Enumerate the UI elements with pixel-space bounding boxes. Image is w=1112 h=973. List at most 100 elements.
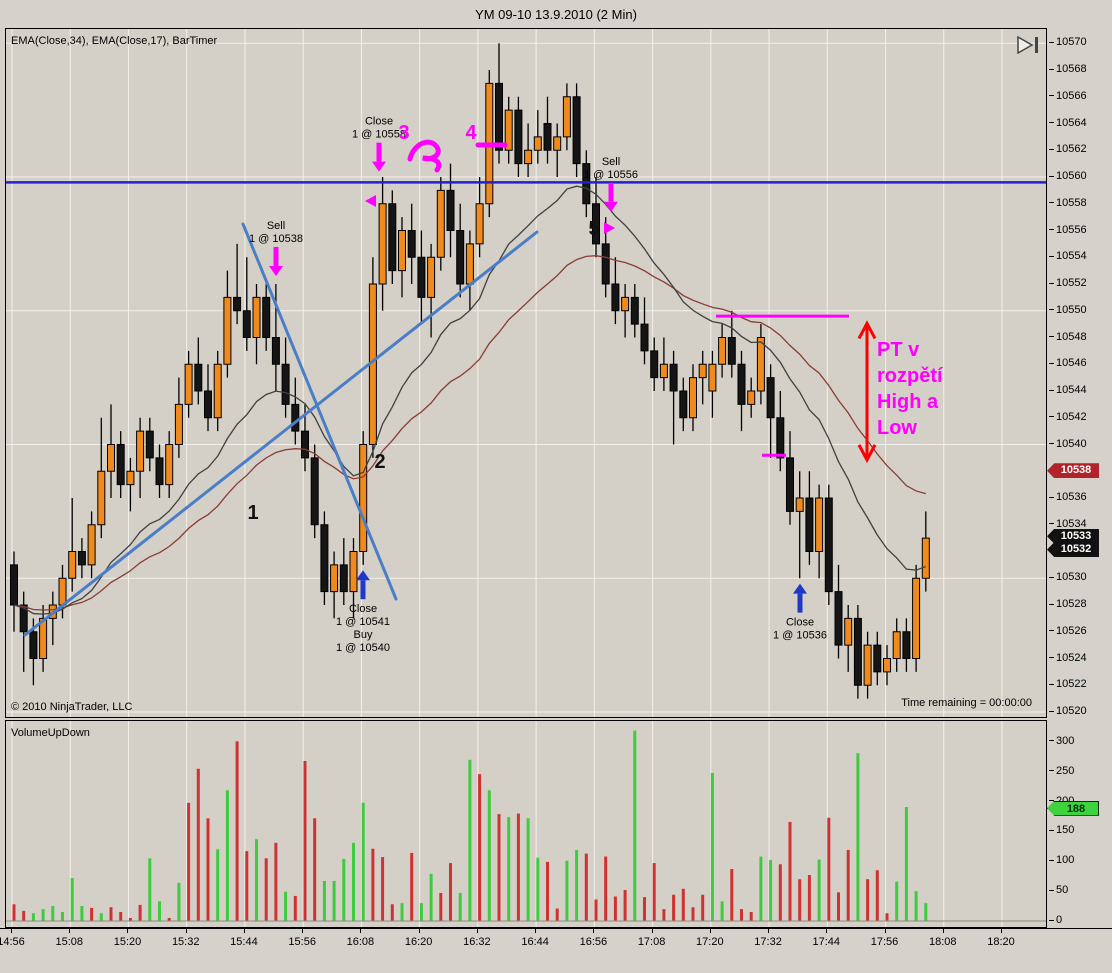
axis-tick (1049, 770, 1054, 772)
time-axis-tick (127, 929, 129, 933)
time-axis-label: 16:44 (521, 936, 549, 948)
time-axis-tick (185, 929, 187, 933)
time-axis-label: 16:56 (579, 936, 608, 948)
down-candle (233, 296, 242, 312)
down-candle (786, 457, 794, 512)
axis-tick (1049, 336, 1054, 337)
down-candle (805, 497, 814, 552)
price-tag: 10532 (1047, 542, 1099, 558)
down-candle (194, 363, 203, 392)
volume-bar (575, 849, 579, 921)
axis-tick (1049, 255, 1054, 257)
volume-chart-canvas[interactable] (6, 721, 1046, 927)
down-candle (310, 457, 319, 526)
time-axis[interactable]: 14:56 15:08 15:20 15:32 15:44 15:56 16:08 16:20… (0, 928, 1112, 973)
down-candle (640, 323, 649, 352)
down-candle (650, 350, 659, 379)
down-candle (281, 363, 290, 405)
up-candle (562, 96, 571, 138)
trend-line (241, 222, 398, 601)
pt-range-note: rozpětí (877, 365, 944, 387)
down-candle (339, 564, 348, 593)
marker-label: 1 @ 10538 (249, 233, 303, 245)
volume-bar (866, 879, 870, 921)
volume-bar (478, 774, 482, 921)
price-axis-label: 10530 (1049, 571, 1087, 583)
axis-tick (1049, 630, 1054, 632)
ema-34-line (13, 255, 926, 611)
volume-bar (381, 857, 385, 921)
volume-axis-label: 100 (1049, 854, 1074, 866)
pt-range-note: Low (877, 417, 917, 439)
axis-tick (1049, 148, 1054, 150)
axis-tick (1049, 389, 1054, 391)
price-chart-panel[interactable]: EMA(Close,34), EMA(Close,17), BarTimer S… (5, 28, 1047, 718)
time-axis-label: 17:56 (870, 936, 899, 948)
down-candle (514, 109, 523, 165)
price-tag: 10538 (1047, 463, 1099, 479)
axis-tick (1049, 523, 1054, 525)
up-candle (68, 551, 77, 579)
down-candle (543, 123, 552, 151)
volume-tag: 188 (1047, 800, 1099, 816)
volume-bar (584, 853, 588, 921)
time-axis-label: 15:32 (171, 936, 200, 948)
up-candle (863, 644, 872, 686)
price-axis[interactable]: 10570 10568 10566 10564 10562 10560 10558 10556… (1047, 28, 1112, 718)
volume-panel[interactable]: VolumeUpDown (5, 720, 1047, 928)
volume-bar (128, 918, 132, 921)
time-axis-label: 16:20 (404, 936, 433, 948)
down-candle (572, 96, 581, 165)
down-candle (902, 631, 911, 659)
go-to-last-bar-icon[interactable] (1017, 35, 1038, 55)
volume-bar (546, 861, 549, 921)
down-candle (388, 203, 397, 272)
price-axis-label: 10522 (1049, 678, 1087, 690)
down-candle (727, 337, 736, 365)
volume-bar (778, 864, 782, 921)
up-candle (912, 577, 921, 659)
volume-axis-label: 50 (1049, 884, 1068, 896)
axis-tick (1049, 603, 1054, 605)
volume-bar (623, 889, 627, 921)
price-axis-label: 10534 (1049, 518, 1087, 530)
volume-bar (439, 892, 443, 921)
axis-tick (1049, 175, 1054, 177)
price-axis-label: 10570 (1049, 36, 1087, 48)
volume-bar (536, 857, 540, 921)
up-candle (136, 430, 145, 472)
up-candle (621, 296, 630, 312)
volume-bar (361, 802, 365, 921)
up-candle (436, 189, 445, 258)
down-candle (407, 230, 416, 258)
trend-line (23, 230, 539, 637)
axis-tick (1049, 576, 1054, 578)
down-candle (29, 631, 38, 659)
volume-bar (158, 901, 161, 921)
down-arrow-icon (604, 201, 618, 212)
down-candle (271, 337, 280, 365)
volume-bar (255, 839, 258, 921)
volume-bar (895, 881, 899, 921)
down-candle (601, 243, 610, 285)
time-axis-label: 16:32 (463, 936, 491, 948)
axis-tick (1049, 889, 1054, 891)
volume-bar (177, 882, 181, 921)
axis-tick (1049, 859, 1054, 861)
price-axis-label: 10544 (1049, 384, 1087, 396)
volume-bar (565, 860, 569, 921)
axis-tick (1049, 229, 1054, 230)
down-candle (582, 163, 591, 205)
volume-bar (419, 903, 423, 921)
panel-splitter[interactable] (0, 718, 1112, 720)
volume-bar (885, 913, 889, 921)
volume-bar (604, 856, 608, 921)
volume-axis-label: 250 (1049, 765, 1074, 777)
volume-bar (759, 856, 763, 921)
up-candle (524, 149, 533, 165)
volume-axis[interactable]: 300 250 200 150 100 50 0 188 (1047, 720, 1112, 928)
volume-bar (594, 899, 598, 921)
volume-bar (332, 881, 336, 921)
